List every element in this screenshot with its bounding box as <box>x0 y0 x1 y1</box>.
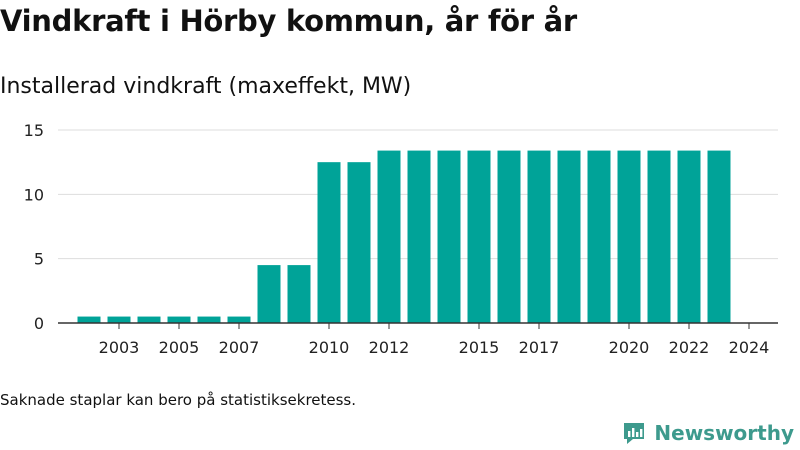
chart-subtitle: Installerad vindkraft (maxeffekt, MW) <box>0 74 412 99</box>
bar-2021 <box>647 150 671 323</box>
x-tick-label: 2003 <box>99 338 140 357</box>
y-axis-ticks: 0 5 10 15 <box>24 121 44 333</box>
bar-2019 <box>587 150 611 323</box>
footnote: Saknade staplar kan bero på statistiksek… <box>0 391 357 409</box>
bar-2020 <box>617 150 641 323</box>
x-tick-label: 2012 <box>369 338 410 357</box>
bar-2022 <box>677 150 701 323</box>
bars <box>77 150 731 323</box>
brand-logo: Newsworthy <box>621 420 794 446</box>
y-tick-label: 5 <box>34 250 44 269</box>
bar-2023 <box>707 150 731 323</box>
bar-2015 <box>467 150 491 323</box>
newsworthy-logo-icon <box>624 423 645 444</box>
bar-2012 <box>377 150 401 323</box>
x-tick-label: 2020 <box>609 338 650 357</box>
brand-name: Newsworthy <box>654 421 794 445</box>
x-tick-label: 2015 <box>459 338 500 357</box>
bar-2011 <box>347 162 371 323</box>
bar-2002 <box>77 316 101 323</box>
y-tick-label: 0 <box>34 314 44 333</box>
bar-2018 <box>557 150 581 323</box>
bar-2013 <box>407 150 431 323</box>
chart-title: Vindkraft i Hörby kommun, år för år <box>0 4 577 38</box>
x-tick-label: 2024 <box>729 338 770 357</box>
y-tick-label: 15 <box>24 121 44 140</box>
y-tick-label: 10 <box>24 185 44 204</box>
bar-2005 <box>167 316 191 323</box>
bar-2010 <box>317 162 341 323</box>
bar-2009 <box>287 265 311 323</box>
x-tick-label: 2007 <box>219 338 260 357</box>
x-tick-label: 2017 <box>519 338 560 357</box>
x-axis-ticks: 2003 2005 2007 2010 2012 2015 2017 2020 2022 2024 <box>99 323 770 357</box>
bar-2006 <box>197 316 221 323</box>
bar-2014 <box>437 150 461 323</box>
bar-2008 <box>257 265 281 323</box>
bar-2003 <box>107 316 131 323</box>
x-tick-label: 2010 <box>309 338 350 357</box>
x-tick-label: 2022 <box>669 338 710 357</box>
bar-2007 <box>227 316 251 323</box>
bar-2017 <box>527 150 551 323</box>
x-tick-label: 2005 <box>159 338 200 357</box>
bar-2016 <box>497 150 521 323</box>
bar-2004 <box>137 316 161 323</box>
